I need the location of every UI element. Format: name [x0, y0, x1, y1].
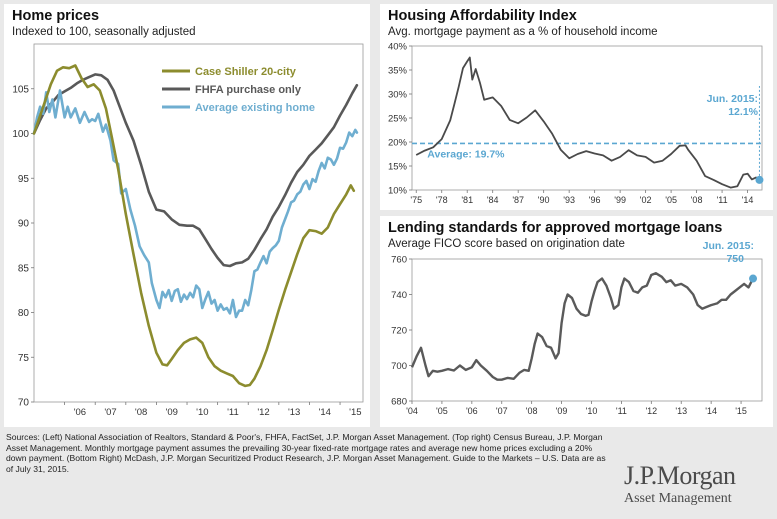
average-existing-home-line: [32, 89, 359, 319]
y-tick-label: 700: [391, 361, 407, 372]
case-shiller-line: [32, 64, 356, 388]
x-tick-label: '11: [616, 406, 627, 416]
jpmorgan-logo: J.P.Morgan Asset Management: [624, 463, 774, 507]
sources-note: Sources: (Left) National Association of …: [6, 432, 606, 475]
affordability-plot-frame: [411, 45, 763, 191]
fico-title: Lending standards for approved mortgage …: [388, 220, 723, 236]
legend-fhfa-label: FHFA purchase only: [195, 84, 302, 96]
x-tick-label: '05: [665, 195, 677, 205]
y-tick-label: 10%: [388, 186, 408, 197]
logo-subtitle: Asset Management: [624, 491, 732, 506]
fico-chart: 680 700 720 740 760 '04 '05 '06 '07 '08 '09 '10 '11 '…: [391, 240, 763, 416]
average-label: Average: 19.7%: [427, 148, 505, 160]
y-tick-label: 105: [12, 84, 29, 95]
x-tick-label: '13: [288, 407, 300, 418]
y-tick-label: 75: [18, 353, 30, 364]
y-tick-label: 100: [12, 129, 29, 140]
home-prices-plot-frame: [33, 43, 364, 403]
y-tick-label: 740: [391, 290, 407, 301]
x-tick-label: '10: [196, 407, 208, 418]
affordability-title: Housing Affordability Index: [388, 8, 577, 24]
affordability-line: [415, 56, 761, 189]
y-tick-label: 25%: [388, 114, 408, 125]
y-tick-label: 30%: [388, 90, 408, 101]
home-prices-title: Home prices: [12, 8, 100, 24]
annotation-line2: 750: [726, 253, 744, 265]
x-tick-label: '15: [735, 406, 747, 416]
x-tick-label: '12: [257, 407, 269, 418]
y-tick-label: 70: [18, 398, 30, 409]
x-tick-label: '14: [705, 406, 717, 416]
x-tick-label: '07: [496, 406, 508, 416]
x-tick-label: '07: [104, 407, 116, 418]
fico-line: [410, 272, 755, 381]
x-tick-label: '14: [742, 195, 754, 205]
x-tick-label: '15: [349, 407, 361, 418]
annotation-line2: 12.1%: [728, 106, 758, 118]
y-tick-label: 35%: [388, 66, 408, 77]
x-tick-label: '14: [319, 407, 331, 418]
y-tick-label: 20%: [388, 138, 408, 149]
y-tick-label: 85: [18, 263, 30, 274]
annotation-line1: Jun. 2015:: [707, 93, 758, 105]
x-tick-label: '06: [74, 407, 86, 418]
y-tick-label: 15%: [388, 162, 408, 173]
fico-panel: Lending standards for approved mortgage …: [380, 216, 773, 427]
latest-point-marker: [755, 175, 764, 184]
y-tick-label: 40%: [388, 42, 408, 53]
logo-brand: J.P.Morgan: [624, 461, 736, 490]
x-tick-label: '10: [586, 406, 598, 416]
x-tick-label: '08: [691, 195, 703, 205]
fico-plot-frame: [411, 258, 763, 402]
x-tick-label: '08: [526, 406, 538, 416]
home-prices-subtitle: Indexed to 100, seasonally adjusted: [12, 26, 196, 38]
legend-average-existing-home-label: Average existing home: [195, 102, 315, 114]
affordability-subtitle: Avg. mortgage payment as a % of househol…: [388, 26, 658, 38]
x-tick-label: '84: [487, 195, 499, 205]
x-tick-label: '93: [563, 195, 575, 205]
x-tick-label: '81: [461, 195, 473, 205]
legend-case-shiller-label: Case Shiller 20-city: [195, 66, 297, 78]
x-tick-label: '02: [640, 195, 652, 205]
x-tick-label: '96: [589, 195, 601, 205]
x-tick-label: '09: [166, 407, 178, 418]
y-tick-label: 80: [18, 308, 30, 319]
annotation-line1: Jun. 2015:: [703, 240, 754, 252]
x-tick-label: '09: [556, 406, 568, 416]
x-tick-label: '90: [538, 195, 550, 205]
x-tick-label: '11: [227, 407, 239, 418]
y-tick-label: 720: [391, 326, 407, 337]
x-tick-label: '08: [135, 407, 147, 418]
y-tick-label: 95: [18, 174, 30, 185]
fico-subtitle: Average FICO score based on origination …: [388, 238, 625, 250]
latest-point-marker: [749, 274, 758, 283]
x-tick-label: '12: [645, 406, 657, 416]
y-tick-label: 760: [391, 255, 407, 266]
fhfa-line: [32, 73, 359, 268]
x-tick-label: '75: [410, 195, 422, 205]
y-tick-label: 90: [18, 219, 30, 230]
x-tick-label: '99: [614, 195, 626, 205]
x-tick-label: '04: [406, 406, 418, 416]
affordability-chart: 10% 15% 20% 25% 30% 35% 40% '75 '78 '81 '84 '87 '90 '…: [388, 42, 764, 205]
affordability-panel: Housing Affordability Index Avg. mortgag…: [380, 4, 773, 210]
y-tick-label: 680: [391, 397, 407, 408]
home-prices-chart: 70 75 80 85 90 95 100 105 '06 '07 '08 '09 '10 '11 '12 '…: [12, 43, 364, 418]
x-tick-label: '11: [717, 195, 728, 205]
home-prices-panel: Home prices Indexed to 100, seasonally a…: [4, 4, 370, 427]
x-tick-label: '78: [436, 195, 448, 205]
x-tick-label: '87: [512, 195, 524, 205]
x-tick-label: '06: [466, 406, 478, 416]
x-tick-label: '13: [675, 406, 687, 416]
x-tick-label: '05: [436, 406, 448, 416]
